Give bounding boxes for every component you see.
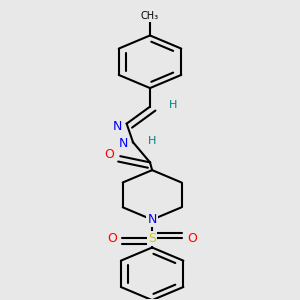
Text: CH₃: CH₃ (141, 11, 159, 21)
Text: N: N (147, 213, 157, 226)
Text: S: S (148, 232, 156, 245)
Text: N: N (119, 137, 128, 150)
Text: O: O (105, 148, 115, 161)
Text: N: N (112, 120, 122, 133)
Text: H: H (148, 136, 156, 146)
Text: O: O (188, 232, 197, 245)
Text: O: O (107, 232, 117, 245)
Text: H: H (169, 100, 178, 110)
